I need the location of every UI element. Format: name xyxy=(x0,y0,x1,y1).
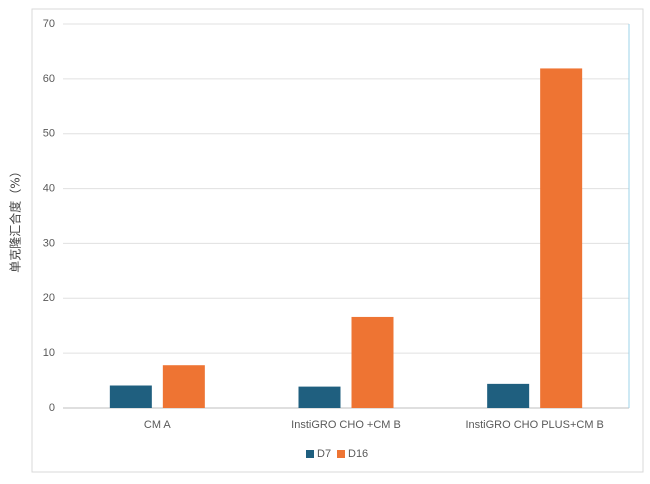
y-tick-label: 70 xyxy=(43,18,55,30)
legend-label-d7: D7 xyxy=(317,448,331,460)
bar-d16-2 xyxy=(540,68,583,408)
legend: D7 D16 xyxy=(306,448,368,460)
y-tick-label: 30 xyxy=(43,237,55,249)
x-tick-label: InstiGRO CHO PLUS+CM B xyxy=(465,419,603,431)
legend-swatch-d16 xyxy=(337,450,345,458)
legend-label-d16: D16 xyxy=(348,448,368,460)
bars xyxy=(109,68,583,408)
bar-d16-0 xyxy=(162,365,205,408)
x-tick-label: CM A xyxy=(144,419,172,431)
y-tick-label: 0 xyxy=(49,402,55,414)
y-tick-label: 40 xyxy=(43,182,55,194)
y-tick-labels: 0 10 20 30 40 50 60 70 xyxy=(43,18,55,414)
bar-d16-1 xyxy=(351,316,394,408)
bar-d7-0 xyxy=(109,385,152,408)
legend-swatch-d7 xyxy=(306,450,314,458)
y-tick-label: 10 xyxy=(43,347,55,359)
x-tick-labels: CM A InstiGRO CHO +CM B InstiGRO CHO PLUS+… xyxy=(144,419,604,431)
bar-d7-2 xyxy=(487,383,530,408)
y-tick-label: 20 xyxy=(43,292,55,304)
y-tick-label: 50 xyxy=(43,128,55,140)
y-tick-label: 60 xyxy=(43,73,55,85)
bar-d7-1 xyxy=(298,386,341,408)
y-axis-title: 单克隆汇合度（%） xyxy=(8,165,23,272)
gridlines xyxy=(63,23,630,409)
x-tick-label: InstiGRO CHO +CM B xyxy=(291,419,401,431)
